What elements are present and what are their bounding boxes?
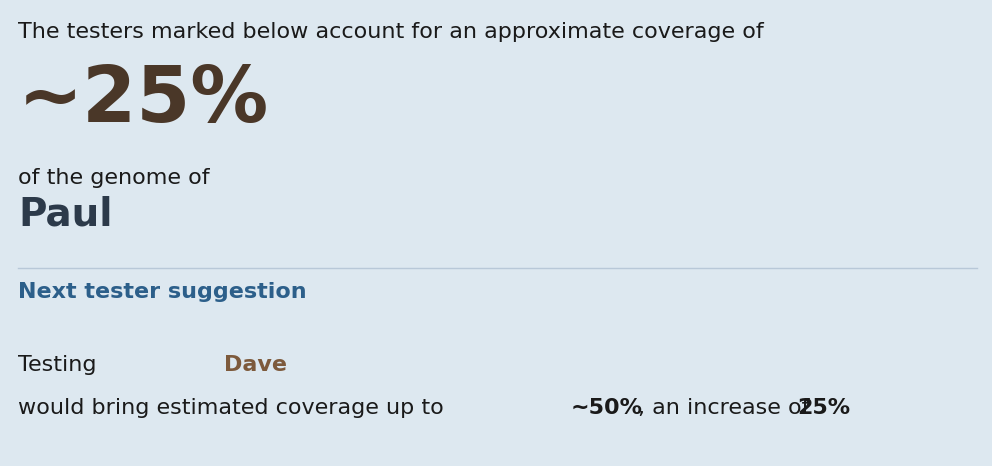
Text: The testers marked below account for an approximate coverage of: The testers marked below account for an … xyxy=(18,22,764,42)
Text: of the genome of: of the genome of xyxy=(18,168,209,188)
Text: ~50%: ~50% xyxy=(570,398,643,418)
Text: , an increase of: , an increase of xyxy=(639,398,817,418)
Text: Paul: Paul xyxy=(18,196,112,234)
Text: Next tester suggestion: Next tester suggestion xyxy=(18,282,307,302)
Text: Testing: Testing xyxy=(18,355,103,375)
Text: ~25%: ~25% xyxy=(18,62,269,138)
Text: would bring estimated coverage up to: would bring estimated coverage up to xyxy=(18,398,451,418)
Text: 25%: 25% xyxy=(798,398,850,418)
Text: Dave: Dave xyxy=(223,355,287,375)
